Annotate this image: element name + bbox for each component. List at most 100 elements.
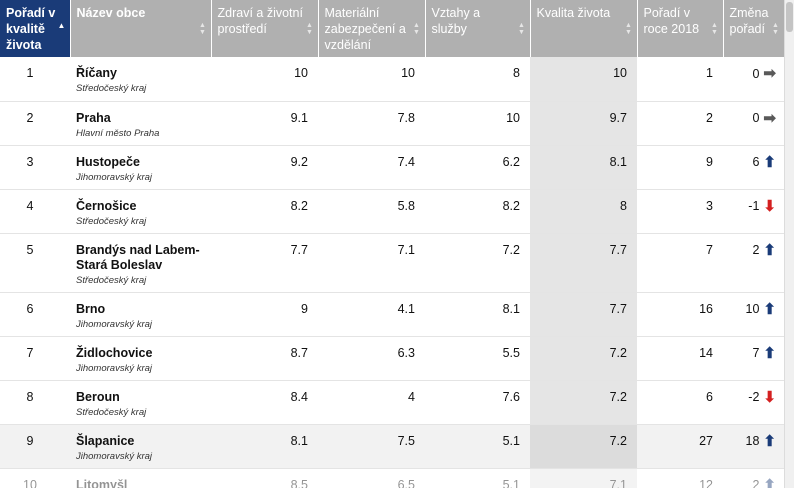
rank-cell: 6 [0, 292, 70, 337]
sort-both-icon: ▲ ▼ [625, 21, 632, 36]
region-name: Středočeský kraj [76, 406, 147, 418]
arrow-down-icon: ⬇ [763, 197, 776, 215]
table-row: 1 Říčany Středočeský kraj 10 10 8 10 1 0 ➡ [0, 57, 784, 102]
table-row: 10 Litomyšl 8.5 6.5 5.1 7.1 12 2 ⬆ [0, 468, 784, 488]
change-value: 2 [752, 243, 760, 258]
rank-2018-cell: 6 [637, 380, 723, 425]
town-cell: Říčany Středočeský kraj [70, 57, 211, 102]
column-header-rank[interactable]: Pořadí v kvalitě života ▲ [0, 0, 71, 57]
relations-cell: 7.6 [425, 380, 530, 425]
rank-cell: 8 [0, 380, 70, 425]
column-header-rank-2018[interactable]: Pořadí v roce 2018 ▲ ▼ [637, 0, 724, 57]
quality-cell: 9.7 [530, 101, 637, 146]
town-cell: Brandýs nad Labem-Stará Boleslav Středoče… [70, 233, 211, 293]
quality-cell: 8.1 [530, 145, 637, 190]
change-value: 7 [752, 346, 760, 361]
town-name: Šlapanice [76, 433, 135, 448]
health-cell: 8.4 [211, 380, 318, 425]
region-name: Středočeský kraj [76, 274, 147, 286]
sort-both-icon: ▲ ▼ [518, 21, 525, 36]
material-cell: 7.4 [318, 145, 425, 190]
table-header-row: Pořadí v kvalitě života ▲ Název obce ▲ ▼ Zd… [0, 0, 784, 57]
town-cell: Šlapanice Jihomoravský kraj [70, 424, 211, 469]
quality-cell: 7.2 [530, 424, 637, 469]
arrow-up-icon: ⬆ [763, 300, 776, 318]
relations-cell: 8.2 [425, 189, 530, 234]
column-header-label: Název obce [76, 6, 146, 20]
relations-cell: 6.2 [425, 145, 530, 190]
rank-2018-cell: 12 [637, 468, 723, 488]
relations-cell: 7.2 [425, 233, 530, 293]
sort-both-icon: ▲ ▼ [306, 21, 313, 36]
sort-ascending-icon: ▲ [57, 20, 66, 30]
rank-cell: 4 [0, 189, 70, 234]
table-row: 3 Hustopeče Jihomoravský kraj 9.2 7.4 6.2… [0, 145, 784, 190]
column-header-material[interactable]: Materiální zabezpečení a vzdělání ▲ ▼ [318, 0, 426, 57]
health-cell: 8.1 [211, 424, 318, 469]
quality-cell: 7.2 [530, 336, 637, 381]
change-value: 18 [745, 434, 760, 449]
region-name: Jihomoravský kraj [76, 171, 153, 183]
region-name: Hlavní město Praha [76, 127, 160, 139]
column-header-label: Zdraví a životní prostředí [217, 6, 303, 36]
rank-2018-cell: 1 [637, 57, 723, 102]
town-cell: Litomyšl [70, 468, 211, 488]
column-header-quality[interactable]: Kvalita života ▲ ▼ [530, 0, 638, 57]
town-cell: Praha Hlavní město Praha [70, 101, 211, 146]
sort-both-icon: ▲ ▼ [199, 21, 206, 36]
rank-2018-cell: 9 [637, 145, 723, 190]
relations-cell: 5.1 [425, 468, 530, 488]
rank-cell: 2 [0, 101, 70, 146]
column-header-label: Pořadí v kvalitě života [6, 6, 56, 52]
town-name: Černošice [76, 198, 137, 213]
scrollbar-thumb[interactable] [786, 2, 793, 32]
town-name: Brandýs nad Labem-Stará Boleslav [76, 242, 200, 272]
town-cell: Beroun Středočeský kraj [70, 380, 211, 425]
rank-2018-cell: 14 [637, 336, 723, 381]
sort-both-icon: ▲ ▼ [413, 21, 420, 36]
relations-cell: 5.1 [425, 424, 530, 469]
column-header-relations[interactable]: Vztahy a služby ▲ ▼ [425, 0, 531, 57]
table-row: 2 Praha Hlavní město Praha 9.1 7.8 10 9.7… [0, 101, 784, 146]
town-name: Hustopeče [76, 154, 140, 169]
quality-cell: 7.7 [530, 233, 637, 293]
arrow-up-icon: ⬆ [763, 432, 776, 450]
arrow-right-icon: ➡ [763, 109, 776, 127]
material-cell: 6.3 [318, 336, 425, 381]
health-cell: 9.2 [211, 145, 318, 190]
table-row: 4 Černošice Středočeský kraj 8.2 5.8 8.2 … [0, 189, 784, 234]
change-value: 0 [752, 111, 760, 126]
region-name: Jihomoravský kraj [76, 362, 153, 374]
column-header-label: Změna pořadí [729, 6, 769, 36]
town-cell: Brno Jihomoravský kraj [70, 292, 211, 337]
health-cell: 8.2 [211, 189, 318, 234]
town-name: Litomyšl [76, 477, 128, 489]
quality-cell: 7.2 [530, 380, 637, 425]
column-header-town[interactable]: Název obce ▲ ▼ [70, 0, 212, 57]
town-name: Praha [76, 110, 111, 125]
column-header-health[interactable]: Zdraví a životní prostředí ▲ ▼ [211, 0, 319, 57]
rank-cell: 3 [0, 145, 70, 190]
quality-cell: 7.1 [530, 468, 637, 488]
material-cell: 5.8 [318, 189, 425, 234]
change-value: -1 [748, 199, 760, 214]
change-value: 0 [752, 66, 760, 81]
sort-both-icon: ▲ ▼ [772, 21, 779, 36]
health-cell: 10 [211, 57, 318, 102]
change-value: 10 [745, 302, 760, 317]
rank-2018-cell: 27 [637, 424, 723, 469]
change-cell: -2 ⬇ [723, 380, 784, 425]
vertical-scrollbar[interactable] [784, 0, 794, 488]
quality-of-life-table: Pořadí v kvalitě života ▲ Název obce ▲ ▼ Zd… [0, 0, 784, 488]
change-cell: 10 ⬆ [723, 292, 784, 337]
table-row: 9 Šlapanice Jihomoravský kraj 8.1 7.5 5.1… [0, 424, 784, 469]
rank-2018-cell: 16 [637, 292, 723, 337]
column-header-change[interactable]: Změna pořadí ▲ ▼ [723, 0, 784, 57]
change-cell: 0 ➡ [723, 101, 784, 146]
change-cell: 2 ⬆ [723, 233, 784, 293]
rank-2018-cell: 2 [637, 101, 723, 146]
rank-cell: 1 [0, 57, 70, 102]
town-cell: Židlochovice Jihomoravský kraj [70, 336, 211, 381]
material-cell: 7.1 [318, 233, 425, 293]
arrow-up-icon: ⬆ [763, 153, 776, 171]
